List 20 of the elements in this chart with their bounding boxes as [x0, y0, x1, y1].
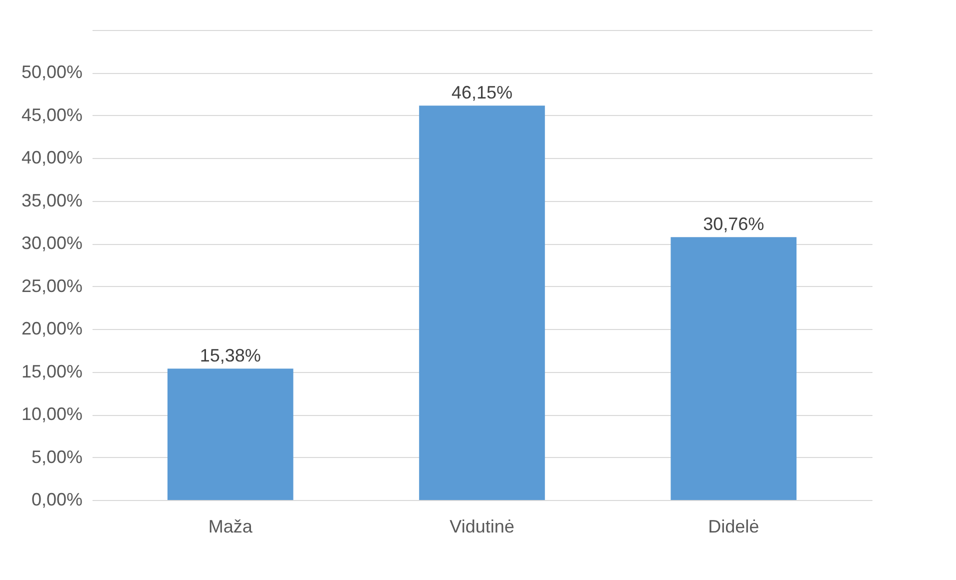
y-tick-label: 40,00% [21, 148, 82, 168]
y-tick-label: 15,00% [21, 361, 82, 382]
data-label: 15,38% [200, 346, 261, 366]
y-tick-label: 0,00% [31, 490, 82, 510]
y-tick-label: 50,00% [21, 62, 82, 82]
bar [670, 237, 797, 500]
x-tick-label: Vidutinė [450, 516, 514, 536]
y-tick-label: 35,00% [21, 190, 82, 210]
bar [167, 368, 294, 500]
y-tick-label: 30,00% [21, 233, 82, 254]
data-label: 30,76% [703, 214, 764, 234]
bar [419, 106, 545, 500]
x-tick-label: Maža [208, 516, 254, 536]
x-tick-label: Didelė [708, 516, 760, 536]
y-tick-label: 5,00% [31, 446, 82, 467]
y-tick-label: 10,00% [21, 404, 82, 424]
y-tick-label: 20,00% [21, 318, 82, 339]
y-tick-label: 45,00% [21, 104, 82, 125]
data-label: 46,15% [451, 82, 513, 103]
y-tick-label: 25,00% [21, 276, 82, 296]
